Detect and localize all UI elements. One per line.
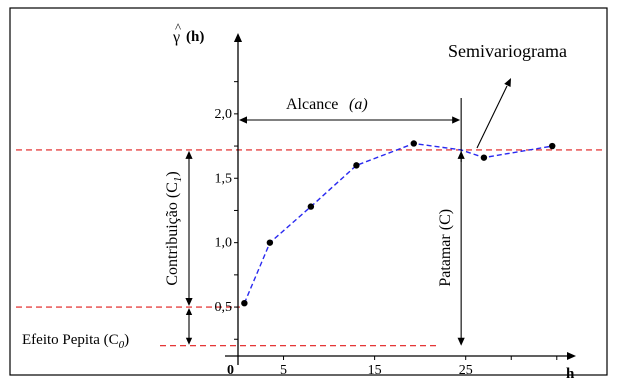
data-points	[241, 140, 556, 307]
contribuicao-subscript: 1	[172, 177, 184, 183]
patamar-arrow-down	[457, 337, 465, 346]
data-point	[549, 142, 556, 150]
y-tick-label: 2,0	[215, 107, 233, 122]
data-point	[307, 203, 315, 210]
reference-lines	[16, 149, 605, 347]
pepita-arrow-up	[185, 308, 193, 316]
model-curve	[243, 142, 553, 304]
y-tick-label: 1,5	[215, 171, 233, 186]
data-point	[480, 154, 488, 161]
patamar-label: Patamar (C)	[437, 209, 454, 287]
data-point	[266, 239, 274, 246]
alcance-symbol: (a)	[349, 96, 368, 113]
axes	[225, 33, 576, 365]
frame	[9, 7, 608, 376]
y-axis-label-suffix: (h)	[186, 29, 204, 45]
y-tick-label: 1,0	[215, 236, 233, 251]
alcance-arrow-left	[239, 116, 247, 124]
x-axis-label: h	[566, 366, 575, 382]
semivariograma-pointer-head	[504, 78, 511, 87]
efeito-pepita-close: )	[124, 332, 129, 348]
annotations: Semivariograma Alcance (a) Patamar (C) Cont…	[22, 41, 567, 351]
tick-labels: 0 5 15 25 0,5 1,0 1,5 2,0 h ^γ (h)	[172, 20, 575, 382]
y-axis-label-hat: ^	[175, 20, 181, 35]
x-axis-arrow	[567, 351, 576, 361]
contribuicao-label: Contribuição (C1)	[164, 171, 184, 285]
efeito-pepita-label: Efeito Pepita (C0)	[22, 332, 129, 351]
y-axis-arrow	[233, 33, 243, 42]
contribuicao-text: Contribuição (C	[164, 182, 181, 286]
contribuicao-arrow-down	[185, 298, 193, 307]
data-point	[410, 140, 417, 147]
y-tick-label: 0,5	[215, 300, 233, 315]
y-axis-label-gamma: γ	[172, 29, 180, 46]
semivariograma-pointer-line	[476, 85, 508, 149]
contribuicao-close: )	[164, 171, 181, 176]
x-origin-label: 0	[227, 363, 234, 378]
patamar-arrow-up	[457, 150, 465, 159]
alcance-arrow-right	[452, 116, 461, 124]
contribuicao-arrow-up	[185, 150, 193, 159]
alcance-label: Alcance	[286, 96, 338, 113]
efeito-pepita-text: Efeito Pepita (C	[22, 332, 119, 348]
efeito-pepita-subscript: 0	[119, 339, 125, 351]
model-curve-layer	[243, 142, 553, 304]
x-tick-label: 25	[459, 363, 473, 378]
x-tick-label: 15	[368, 363, 382, 378]
pepita-arrow-down	[185, 337, 193, 345]
data-point	[353, 162, 360, 169]
x-tick-label: 5	[280, 363, 287, 378]
data-point	[241, 299, 248, 307]
semivariograma-label: Semivariograma	[448, 41, 567, 61]
